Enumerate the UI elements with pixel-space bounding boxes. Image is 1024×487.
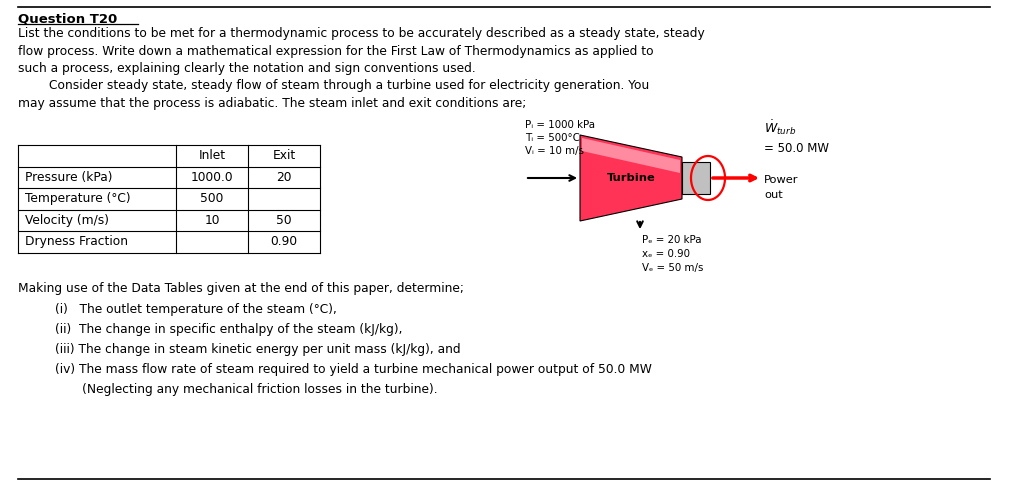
Text: Velocity (m/s): Velocity (m/s) [25, 214, 109, 227]
Text: Turbine: Turbine [606, 173, 655, 183]
Text: Power: Power [764, 175, 799, 185]
Text: flow process. Write down a mathematical expression for the First Law of Thermody: flow process. Write down a mathematical … [18, 44, 653, 57]
Text: 20: 20 [276, 171, 292, 184]
Text: out: out [764, 190, 782, 200]
Text: 0.90: 0.90 [270, 235, 298, 248]
Polygon shape [582, 138, 680, 173]
Text: xₑ = 0.90: xₑ = 0.90 [642, 249, 690, 259]
Text: List the conditions to be met for a thermodynamic process to be accurately descr: List the conditions to be met for a ther… [18, 27, 705, 40]
Bar [682, 162, 710, 194]
Text: = 50.0 MW: = 50.0 MW [764, 142, 829, 155]
Text: 1000.0: 1000.0 [190, 171, 233, 184]
Text: (ii)  The change in specific enthalpy of the steam (kJ/kg),: (ii) The change in specific enthalpy of … [55, 323, 402, 337]
Text: (i)   The outlet temperature of the steam (°C),: (i) The outlet temperature of the steam … [55, 303, 337, 317]
Text: Question T20: Question T20 [18, 13, 118, 26]
Text: 10: 10 [204, 214, 220, 227]
Polygon shape [580, 135, 682, 221]
Text: Exit: Exit [272, 149, 296, 162]
Text: Pᵢ = 1000 kPa: Pᵢ = 1000 kPa [525, 120, 595, 130]
Text: Tᵢ = 500°C: Tᵢ = 500°C [525, 133, 580, 143]
Text: Consider steady state, steady flow of steam through a turbine used for electrici: Consider steady state, steady flow of st… [18, 79, 649, 93]
Text: 500: 500 [201, 192, 223, 205]
Text: 50: 50 [276, 214, 292, 227]
Text: may assume that the process is adiabatic. The steam inlet and exit conditions ar: may assume that the process is adiabatic… [18, 97, 526, 110]
Text: (Neglecting any mechanical friction losses in the turbine).: (Neglecting any mechanical friction loss… [55, 383, 437, 396]
Text: Temperature (°C): Temperature (°C) [25, 192, 131, 205]
Text: Inlet: Inlet [199, 149, 225, 162]
Text: Vᵢ = 10 m/s: Vᵢ = 10 m/s [525, 146, 584, 156]
Text: (iv) The mass flow rate of steam required to yield a turbine mechanical power ou: (iv) The mass flow rate of steam require… [55, 363, 652, 376]
Text: (iii) The change in steam kinetic energy per unit mass (kJ/kg), and: (iii) The change in steam kinetic energy… [55, 343, 461, 356]
Text: Dryness Fraction: Dryness Fraction [25, 235, 128, 248]
Text: Making use of the Data Tables given at the end of this paper, determine;: Making use of the Data Tables given at t… [18, 282, 464, 295]
Text: Pressure (kPa): Pressure (kPa) [25, 171, 113, 184]
Text: such a process, explaining clearly the notation and sign conventions used.: such a process, explaining clearly the n… [18, 62, 476, 75]
Text: $\dot{W}_{turb}$: $\dot{W}_{turb}$ [764, 118, 797, 137]
Text: Pₑ = 20 kPa: Pₑ = 20 kPa [642, 235, 701, 245]
Text: Vₑ = 50 m/s: Vₑ = 50 m/s [642, 263, 703, 273]
